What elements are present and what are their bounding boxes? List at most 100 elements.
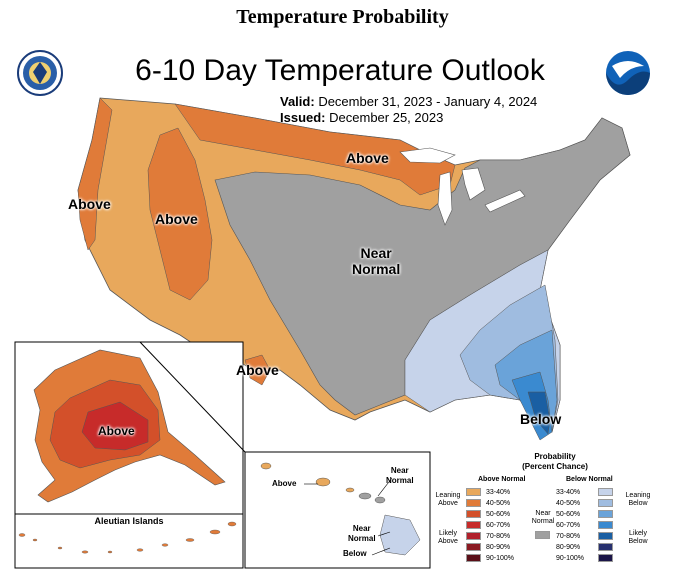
legend-row-above-2: 40-50% — [466, 499, 536, 509]
legend-leaning-above-line2: Above — [438, 500, 458, 507]
legend-row-below-4: 60-70% — [554, 521, 624, 531]
hawaii-near-mid-line2: Normal — [348, 534, 376, 543]
legend: Probability (Percent Chance) Above Norma… — [430, 452, 680, 572]
label-west-coast-above: Above — [68, 196, 111, 212]
legend-swatch-below-6 — [598, 543, 613, 551]
legend-swatch-below-3 — [598, 510, 613, 518]
legend-range-below-6: 80-90% — [556, 544, 581, 551]
legend-swatch-below-1 — [598, 488, 613, 496]
label-near-normal-line1: Near — [360, 245, 392, 261]
legend-range-above-6: 80-90% — [486, 544, 511, 551]
legend-range-below-4: 60-70% — [556, 522, 581, 529]
legend-likely-below: Likely Below — [622, 530, 654, 546]
legend-title-line2: (Percent Chance) — [522, 462, 588, 471]
legend-leaning-below: Leaning Below — [622, 492, 654, 508]
legend-row-below-5: 70-80% — [554, 532, 624, 542]
legend-likely-below-line2: Below — [628, 538, 648, 545]
legend-above-head: Above Normal — [478, 476, 526, 483]
alaska-connector-line — [139, 341, 246, 453]
legend-range-below-1: 33-40% — [556, 489, 581, 496]
legend-range-above-5: 70-80% — [486, 533, 511, 540]
legend-swatch-below-7 — [598, 554, 613, 562]
legend-likely-below-line1: Likely — [629, 530, 647, 537]
legend-swatch-below-5 — [598, 532, 613, 540]
legend-row-above-7: 90-100% — [466, 554, 536, 564]
label-near-normal-line2: Normal — [352, 261, 401, 277]
hawaii-islands — [260, 462, 421, 556]
legend-row-below-2: 40-50% — [554, 499, 624, 509]
legend-title: Probability (Percent Chance) — [490, 452, 620, 472]
valid-dates: December 31, 2023 - January 4, 2024 — [318, 94, 538, 109]
hawaii-label-near-mid: Near Normal — [348, 524, 376, 544]
legend-swatch-above-2 — [466, 499, 481, 507]
lake-michigan — [437, 171, 453, 226]
legend-swatch-above-4 — [466, 521, 481, 529]
hawaii-label-near-top: Near Normal — [386, 466, 414, 486]
valid-dates-line: Valid: December 31, 2023 - January 4, 20… — [280, 94, 537, 109]
legend-swatch-above-6 — [466, 543, 481, 551]
issued-date-line: Issued: December 25, 2023 — [280, 110, 443, 125]
label-alaska-above: Above — [98, 424, 135, 438]
legend-near-normal-line2: Normal — [531, 518, 555, 525]
hawaii-near-top-line1: Near — [390, 466, 409, 475]
legend-title-line1: Probability — [534, 452, 576, 461]
legend-below-head: Below Normal — [566, 476, 613, 483]
map-title: 6-10 Day Temperature Outlook — [135, 54, 545, 87]
legend-range-above-7: 90-100% — [486, 555, 515, 562]
legend-likely-above-line2: Above — [438, 538, 458, 545]
legend-row-below-6: 80-90% — [554, 543, 624, 553]
legend-leaning-above-line1: Leaning — [435, 492, 461, 499]
legend-near-normal: Near Normal — [528, 510, 558, 526]
legend-leaning-below-line2: Below — [628, 500, 648, 507]
page-header-title: Temperature Probability — [236, 6, 449, 28]
legend-swatch-below-2 — [598, 499, 613, 507]
noaa-logo-icon — [606, 51, 650, 95]
legend-row-above-3: 50-60% — [466, 510, 536, 520]
issued-date: December 25, 2023 — [329, 110, 444, 125]
lake-superior — [399, 147, 456, 164]
above-40-50-southwest — [244, 354, 271, 386]
legend-range-below-5: 70-80% — [556, 533, 581, 540]
hawaii-label-above: Above — [272, 479, 297, 488]
hawaii-leader-near-top — [377, 477, 393, 497]
aleutian-inset-frame — [14, 513, 244, 569]
legend-row-below-3: 50-60% — [554, 510, 624, 520]
legend-range-above-3: 50-60% — [486, 511, 511, 518]
hawaii-leader-below — [371, 547, 391, 556]
legend-swatch-above-7 — [466, 554, 481, 562]
aleutian-islands-shapes — [18, 521, 237, 554]
legend-range-above-2: 40-50% — [486, 500, 511, 507]
legend-range-above-4: 60-70% — [486, 522, 511, 529]
legend-row-above-4: 60-70% — [466, 521, 536, 531]
lake-huron — [461, 167, 486, 201]
legend-range-above-1: 33-40% — [486, 489, 511, 496]
hawaii-label-below: Below — [343, 549, 367, 558]
legend-row-above-5: 70-80% — [466, 532, 536, 542]
alaska-60-70-region — [81, 401, 149, 451]
legend-range-below-7: 90-100% — [556, 555, 585, 562]
legend-range-below-3: 50-60% — [556, 511, 581, 518]
legend-row-below-1: 33-40% — [554, 488, 624, 498]
legend-swatch-above-1 — [466, 488, 481, 496]
legend-range-below-2: 40-50% — [556, 500, 581, 507]
label-florida-below: Below — [520, 411, 562, 427]
legend-likely-above: Likely Above — [432, 530, 464, 546]
label-rockies-above: Above — [155, 211, 198, 227]
legend-swatch-near-normal — [535, 531, 550, 539]
label-great-lakes-above: Above — [346, 150, 389, 166]
label-near-normal: Near Normal — [352, 245, 400, 277]
legend-swatch-above-5 — [466, 532, 481, 540]
hawaii-leader-near-mid — [377, 531, 391, 537]
legend-row-above-6: 80-90% — [466, 543, 536, 553]
aleutian-title: Aleutian Islands — [94, 516, 164, 526]
legend-swatch-above-3 — [466, 510, 481, 518]
above-40-50-north — [174, 103, 456, 196]
legend-row-below-7: 90-100% — [554, 554, 624, 564]
issued-label: Issued: — [280, 110, 326, 125]
hawaii-near-top-line2: Normal — [386, 476, 414, 485]
legend-near-normal-line1: Near — [535, 510, 551, 517]
valid-label: Valid: — [280, 94, 315, 109]
legend-leaning-below-line1: Leaning — [625, 492, 651, 499]
legend-swatch-below-4 — [598, 521, 613, 529]
